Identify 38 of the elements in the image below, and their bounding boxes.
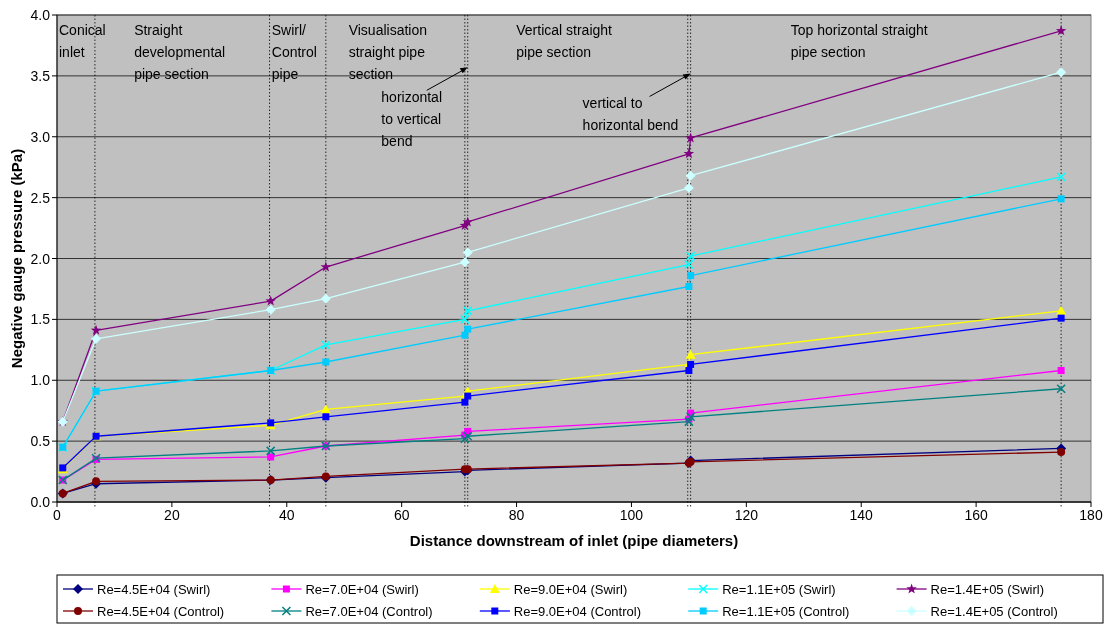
y-tick-label: 2.5: [30, 189, 51, 206]
y-tick-label: 3.0: [30, 128, 51, 145]
annotation: horizontal to vertical bend: [381, 89, 443, 150]
annotation: vertical to horizontal bend: [582, 95, 679, 134]
x-tick-label: 80: [508, 507, 525, 523]
legend-label: Re=1.1E+05 (Control): [722, 604, 850, 619]
legend-label: Re=4.5E+04 (Control): [97, 604, 225, 619]
x-tick-label: 60: [393, 507, 410, 523]
legend-label: Re=1.4E+05 (Swirl): [930, 582, 1045, 597]
x-tick-label: 0: [53, 507, 62, 523]
legend-label: Re=7.0E+04 (Control): [305, 604, 433, 619]
annotation: Straight developmental pipe section: [134, 22, 226, 82]
y-tick-label: 2.0: [30, 250, 51, 267]
legend-label: Re=9.0E+04 (Control): [513, 604, 641, 619]
annotation: Vertical straight pipe section: [516, 22, 613, 60]
legend-label: Re=1.1E+05 (Swirl): [722, 582, 836, 597]
y-tick-label: 4.0: [30, 7, 51, 23]
y-axis-title: Negative gauge pressure (kPa): [8, 148, 25, 369]
x-tick-label: 160: [964, 507, 988, 523]
legend-label: Re=9.0E+04 (Swirl): [513, 582, 628, 597]
legend-label: Re=7.0E+04 (Swirl): [305, 582, 419, 597]
legend-label: Re=4.5E+04 (Swirl): [97, 582, 211, 597]
x-tick-label: 100: [619, 507, 644, 523]
x-tick-label: 40: [278, 507, 295, 523]
x-axis-title: Distance downstream of inlet (pipe diameters): [409, 532, 739, 549]
annotation: Top horizontal straight pipe section: [790, 22, 928, 60]
x-tick-label: 180: [1079, 507, 1103, 523]
x-tick-label: 120: [734, 507, 759, 523]
y-tick-label: 1.0: [30, 372, 51, 389]
y-tick-label: 0.0: [30, 494, 51, 510]
y-tick-label: 0.5: [30, 433, 51, 450]
legend-label: Re=1.4E+05 (Control): [930, 604, 1058, 619]
y-tick-label: 3.5: [30, 67, 51, 84]
y-tick-label: 1.5: [30, 311, 51, 328]
annotation: Swirl/ Control pipe: [271, 22, 317, 82]
x-tick-label: 20: [164, 507, 180, 523]
x-tick-label: 140: [849, 507, 874, 523]
annotation: Conical inlet: [59, 22, 106, 60]
